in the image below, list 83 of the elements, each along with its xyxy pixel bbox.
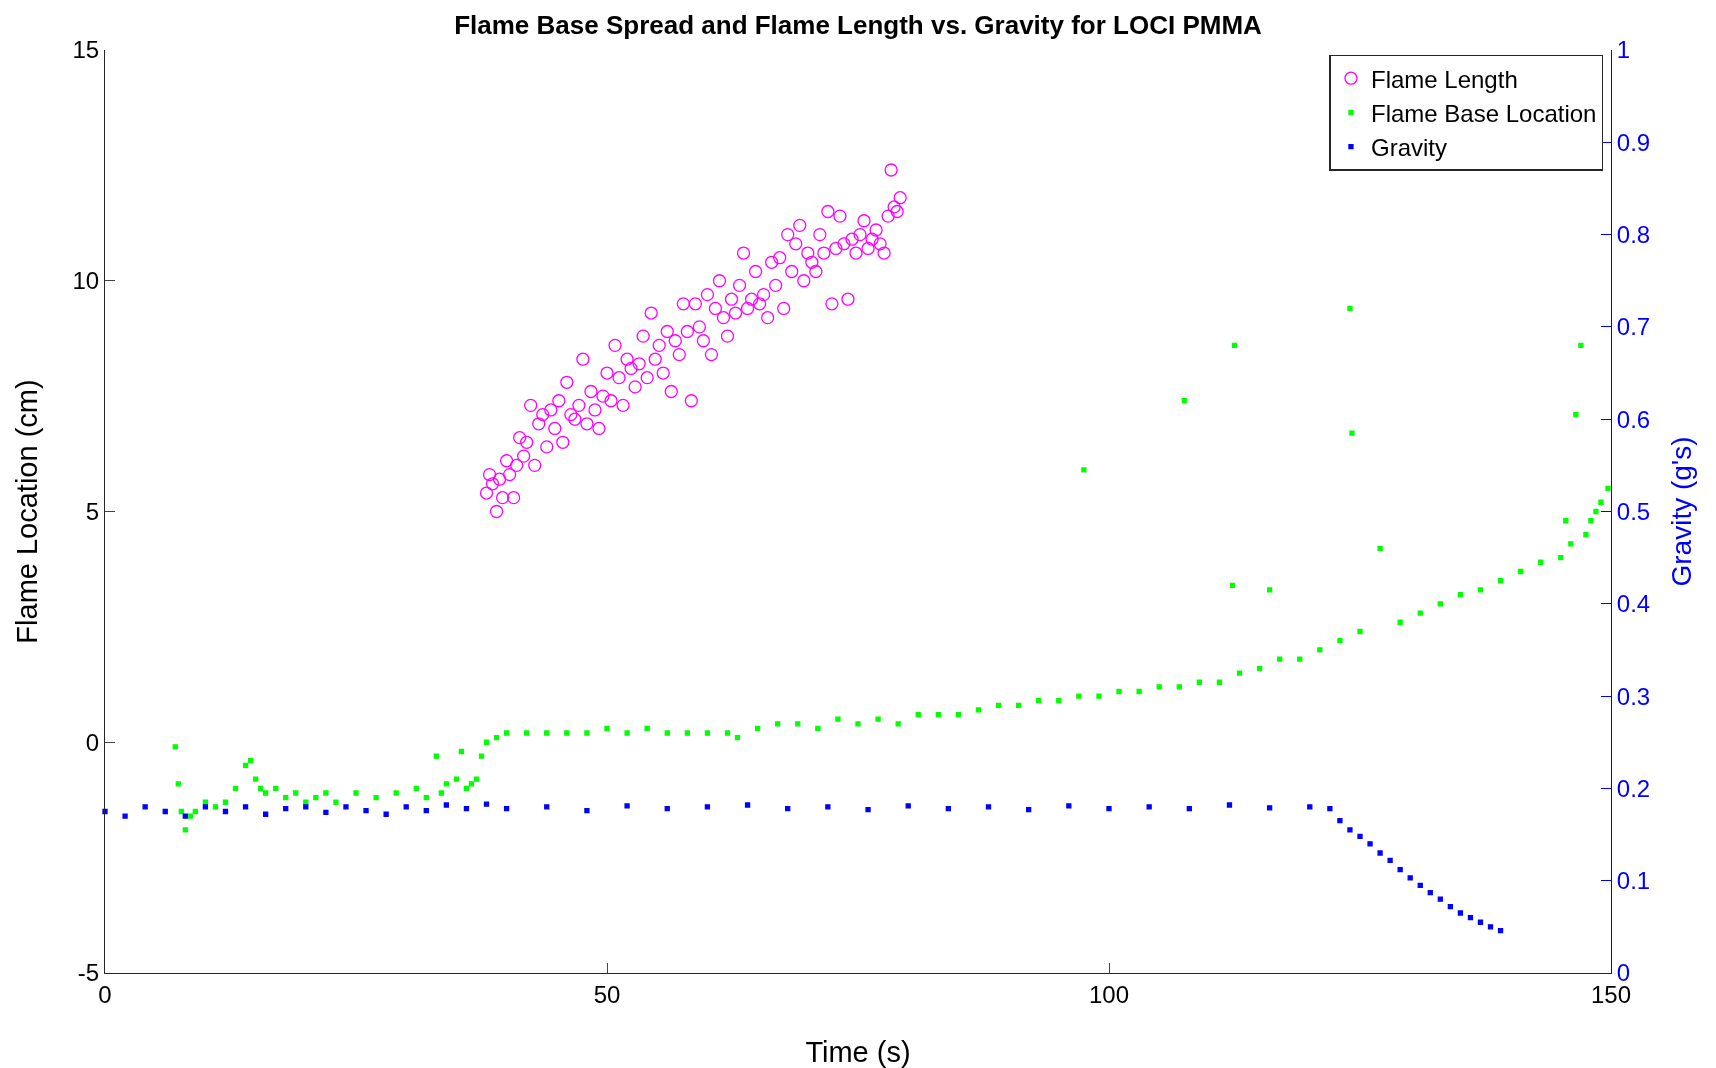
point	[1347, 827, 1353, 833]
point	[1497, 927, 1504, 934]
point	[1186, 806, 1192, 812]
point	[102, 808, 108, 815]
y2-tick-label: 0.6	[1616, 405, 1651, 433]
point	[503, 806, 510, 812]
y2-tick-label: 0.1	[1616, 867, 1651, 895]
point	[744, 802, 751, 808]
point	[1407, 875, 1413, 881]
y2-tick-label: 1	[1616, 36, 1631, 64]
point	[423, 807, 429, 814]
x-axis-title: Time (s)	[805, 1036, 911, 1068]
point	[1447, 903, 1454, 910]
y2-tick-label: 0.7	[1616, 313, 1651, 341]
point	[303, 804, 309, 810]
point	[1437, 896, 1443, 902]
point	[1146, 804, 1152, 810]
point	[1266, 805, 1273, 811]
point	[1106, 806, 1112, 812]
point	[202, 804, 209, 810]
point	[242, 804, 249, 810]
point	[1377, 850, 1383, 856]
point	[323, 809, 329, 816]
point	[624, 803, 630, 809]
point	[1367, 841, 1373, 847]
point	[182, 813, 188, 819]
point	[785, 806, 791, 812]
point	[1457, 910, 1464, 916]
y2-tick-label: 0.3	[1616, 682, 1651, 710]
x-tick-label: 50	[593, 980, 621, 1008]
legend-label: Gravity	[1370, 133, 1447, 161]
point	[403, 804, 409, 810]
point	[1427, 890, 1433, 896]
y-tick-label: 5	[85, 497, 100, 525]
y2-tick-label: 0.8	[1616, 221, 1651, 248]
point	[283, 806, 289, 812]
y-axis-title: Flame Location (cm)	[11, 379, 43, 644]
point	[825, 804, 831, 810]
point	[1417, 882, 1423, 888]
y2-tick-label: 0.2	[1616, 774, 1651, 802]
point	[1467, 914, 1474, 921]
point	[1397, 866, 1403, 873]
point	[162, 808, 168, 815]
point	[584, 807, 590, 814]
point	[222, 808, 229, 815]
legend-label: Flame Length	[1370, 65, 1518, 93]
point	[383, 811, 389, 817]
point	[343, 804, 349, 810]
point	[483, 801, 490, 807]
point	[1327, 806, 1333, 812]
y2-tick-label: 0.5	[1616, 497, 1651, 525]
point	[865, 806, 871, 813]
point	[1307, 804, 1313, 810]
y-tick-label: -5	[77, 959, 100, 987]
point	[262, 811, 269, 817]
y2-tick-label: 0.4	[1616, 590, 1651, 618]
point	[905, 803, 911, 809]
point	[443, 802, 450, 808]
y2-tick-label: 0.9	[1616, 128, 1651, 156]
point	[1066, 803, 1072, 809]
point	[664, 806, 670, 812]
x-tick-label: 100	[1088, 980, 1130, 1008]
y2-axis-title: Gravity (g's)	[1666, 436, 1697, 587]
point	[1226, 802, 1233, 808]
chart-title: Flame Base Spread and Flame Length vs. Gravity for LOCI PMMA	[454, 10, 1263, 41]
y-tick-label: 0	[85, 728, 100, 756]
legend-label: Flame Base Location	[1370, 99, 1597, 127]
point	[1387, 857, 1393, 864]
point	[985, 804, 992, 810]
point	[1337, 818, 1343, 824]
point	[363, 807, 369, 814]
point	[463, 806, 470, 812]
point	[1357, 833, 1363, 840]
point	[544, 804, 550, 810]
point	[142, 804, 148, 810]
point	[122, 813, 128, 819]
y-tick-label: 10	[72, 267, 100, 295]
point	[945, 806, 952, 812]
point	[1026, 806, 1032, 813]
point	[704, 804, 711, 810]
point	[1487, 924, 1494, 930]
point	[1477, 919, 1484, 925]
y-tick-label: 15	[72, 36, 100, 64]
